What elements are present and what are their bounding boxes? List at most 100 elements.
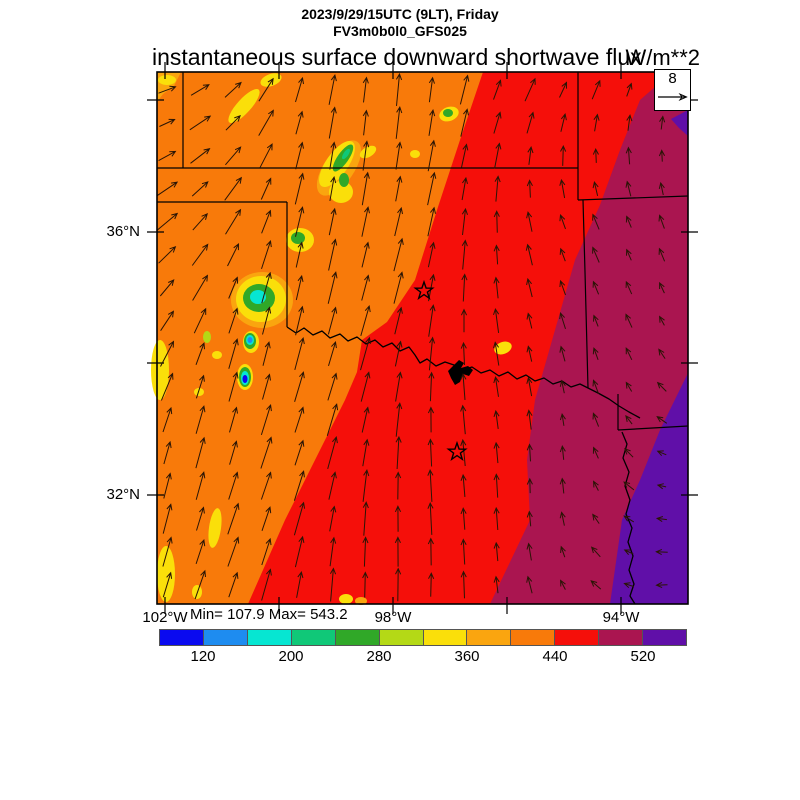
wind-arrow-icon [195,538,206,565]
wind-arrow-icon [294,172,305,205]
wind-arrow-icon [362,140,370,171]
wind-arrow-icon [195,342,205,365]
wind-arrow-icon [526,376,533,397]
colorbar [159,629,688,646]
wind-arrow-icon [293,470,305,501]
cloud-patch-32 [208,508,222,548]
wind-arrow-icon [261,271,272,304]
wind-arrow-icon [262,373,271,400]
wind-arrow-icon [362,469,370,502]
wind-arrow-icon [625,347,633,361]
wind-arrow-icon [428,336,436,371]
wind-arrow-icon [655,581,668,589]
units-label: W/m**2 [625,45,700,70]
wind-arrow-icon [626,114,633,131]
wind-arrow-icon [658,247,666,262]
wind-arrow-icon [493,276,500,299]
wind-arrow-icon [626,248,632,261]
colorbar-segment-11 [643,629,688,646]
wind-arrow-icon [526,443,533,462]
wind-arrow-icon [362,536,369,567]
wind-arrow-icon [592,446,599,459]
wind-arrow-icon [328,471,337,500]
wind-arrow-icon [162,406,173,433]
wind-arrow-icon [427,241,436,268]
river-line-1 [621,431,636,605]
wind-arrow-icon [225,208,242,235]
wind-arrow-icon [394,306,403,335]
colorbar-value-label: 360 [454,648,480,665]
wind-reference-value: 8 [668,70,677,87]
wind-arrow-icon [294,439,305,466]
wind-arrow-icon [229,440,238,465]
wind-arrow-icon [592,180,599,197]
state-border-8 [617,425,689,431]
wind-arrow-icon [262,306,272,335]
cloud-patch-28 [203,331,211,343]
wind-arrow-icon [159,279,175,297]
wind-arrow-icon [261,568,272,601]
cloud-patch-1 [158,75,176,85]
wind-arrow-icon [361,241,370,268]
wind-arrow-icon [659,115,666,130]
wind-arrow-icon [295,76,304,103]
wind-arrow-icon [227,536,240,567]
colorbar-segment-3 [291,629,336,646]
wind-arrow-icon [493,341,500,366]
wind-arrow-icon [428,572,435,597]
wind-arrow-icon [192,213,208,231]
wind-arrow-icon [362,76,369,103]
wind-arrow-icon [295,305,305,336]
valid-time-label: 2023/9/29/15UTC (9LT), Friday [301,6,499,22]
wind-arrow-icon [260,436,273,469]
wind-arrow-icon [461,273,468,302]
wind-arrow-icon [227,242,240,267]
wind-arrow-icon [195,471,206,500]
wind-arrow-icon [224,176,242,201]
wind-arrow-icon [361,274,370,301]
wind-arrow-icon [493,506,500,531]
colorbar-segment-10 [599,629,644,646]
wind-arrow-icon [162,503,173,534]
wind-arrow-icon [559,178,566,199]
wind-arrow-icon [361,171,370,206]
wind-arrow-icon [559,279,566,296]
wind-arrow-icon [228,276,239,299]
wind-arrow-icon [526,575,533,594]
wind-arrow-icon [261,537,272,566]
wind-arrow-icon [258,77,274,102]
wind-arrow-icon [328,106,337,139]
wind-arrow-icon [460,473,467,497]
wind-arrow-icon [461,207,468,236]
wind-arrow-icon [626,82,633,97]
wind-arrow-icon [655,516,667,523]
plot-title: instantaneous surface downward shortwave… [152,44,642,70]
wind-arrow-icon [395,371,403,402]
wind-arrow-icon [428,109,436,136]
minmax-label: Min= 107.9 Max= 543.2 [190,606,348,623]
wind-arrow-icon [190,84,210,96]
wind-arrow-icon [592,147,599,163]
wind-arrow-icon [362,571,369,598]
wind-arrow-icon [559,213,566,230]
wind-arrow-icon [460,404,467,435]
wind-arrow-icon [559,345,566,362]
wind-arrow-icon [592,213,600,230]
wind-arrow-icon [193,307,207,334]
wind-arrow-icon [559,311,566,330]
wind-arrow-icon [328,238,338,271]
wind-arrow-icon [623,549,634,556]
wind-arrow-icon [656,450,667,457]
colorbar-segment-9 [555,629,600,646]
wind-arrow-icon [228,371,239,402]
wind-arrow-icon [493,79,502,100]
wind-arrow-icon [623,582,634,589]
wind-arrow-icon [592,412,600,427]
wind-arrow-icon [659,281,665,294]
wind-arrow-icon [163,472,172,499]
wind-reference-box: 8 [654,69,691,111]
wind-arrow-icon [625,414,633,425]
wind-arrow-icon [593,480,599,491]
wind-arrow-icon [225,114,241,131]
wind-arrow-icon [394,536,401,567]
